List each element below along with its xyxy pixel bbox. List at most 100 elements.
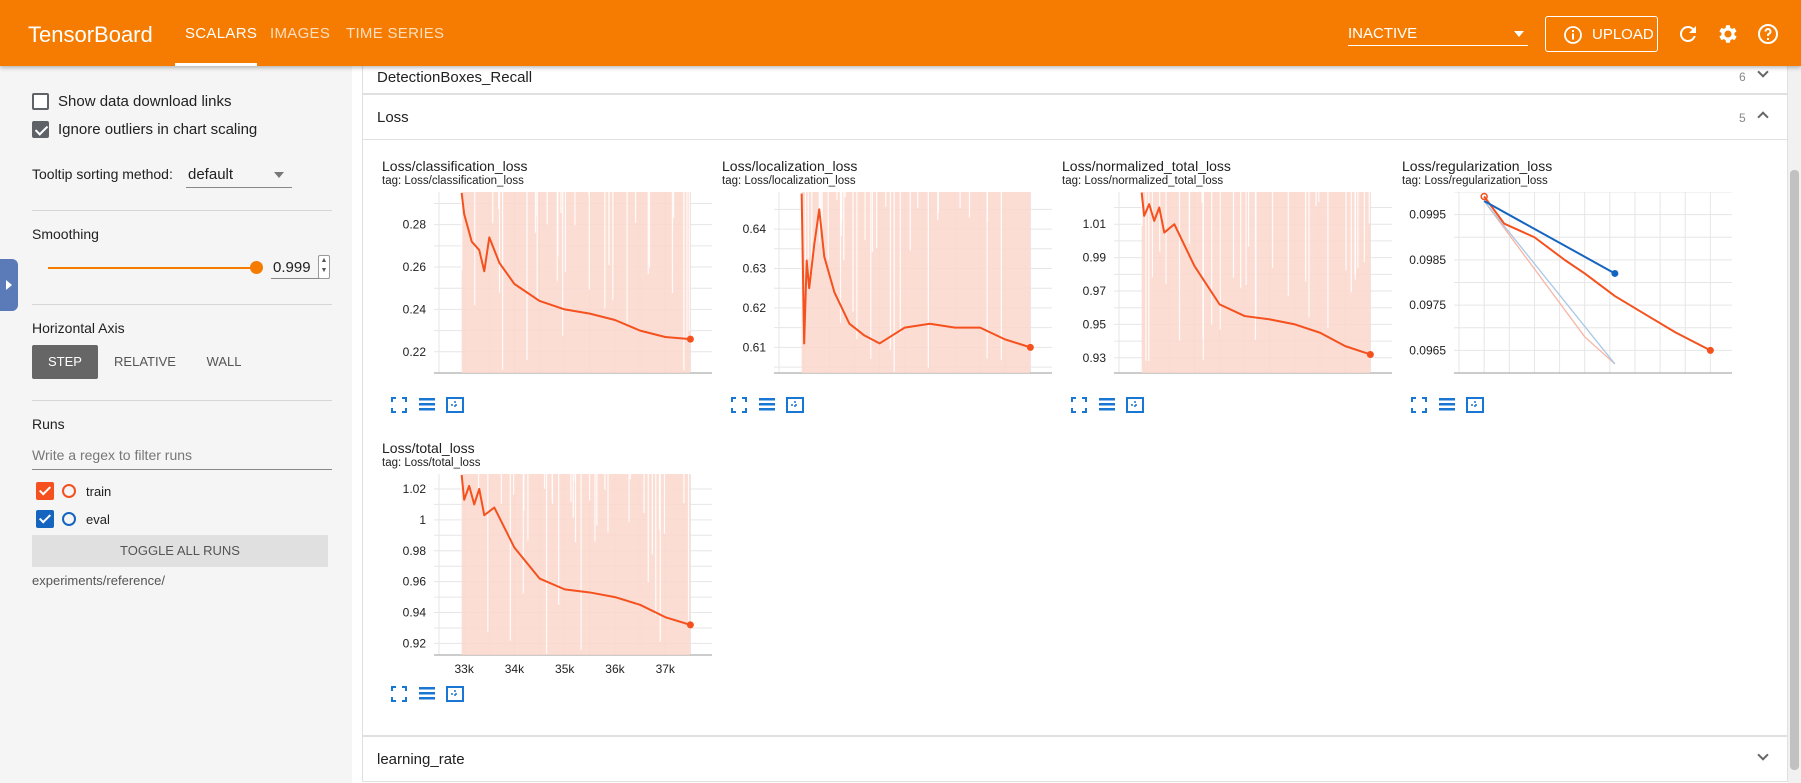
app-title: TensorBoard [28,22,153,48]
y-tick-label: 0.92 [403,636,427,650]
tooltip-sorting-label: Tooltip sorting method: [32,166,173,182]
run-eval-color-icon[interactable] [62,512,76,526]
runs-label: Runs [32,416,65,432]
train-last-point [1367,351,1374,358]
fit-domain-icon[interactable] [1126,396,1144,414]
scalars-dashboard: DetectionBoxes_Recall 6 Loss 5 learning_… [352,66,1788,783]
run-train-label: train [86,484,111,499]
chevron-up-icon[interactable] [1757,111,1768,122]
chart-title: Loss/regularization_loss [1402,158,1552,174]
toggle-log-scale-icon[interactable] [418,685,436,703]
train-last-point [687,621,694,628]
toggle-log-scale-icon[interactable] [418,396,436,414]
chart-plot[interactable]: 0.92 0.94 0.96 0.98 1 1.02 33k 34k 35k 36k 37k [382,474,712,679]
run-train-checkbox[interactable] [36,482,54,500]
sidebar: Show data download links Ignore outliers… [0,66,352,783]
run-eval-checkbox[interactable] [36,510,54,528]
pane-name: DetectionBoxes_Recall [377,69,532,86]
tooltip-sorting-select[interactable]: default [186,160,292,188]
scalar-chart-card: Loss/total_loss tag: Loss/total_loss 0.92 0… [382,440,712,720]
ignore-outliers-checkbox[interactable] [32,121,49,138]
divider [32,400,332,401]
x-tick-label: 35k [555,662,575,676]
runs-filter-input[interactable]: Write a regex to filter runs [32,440,332,470]
main-scrollbar[interactable] [1788,66,1801,783]
show-download-links-label: Show data download links [58,93,231,110]
inactive-select-value: INACTIVE [1348,25,1417,42]
horizontal-axis-label: Horizontal Axis [32,320,125,336]
chart-title: Loss/total_loss [382,440,475,456]
y-tick-label: 0.63 [743,262,767,276]
fullscreen-icon[interactable] [730,396,748,414]
sidebar-collapse-handle[interactable] [0,259,18,311]
train-last-point [1027,344,1034,351]
y-tick-label: 1 [419,513,426,527]
chart-plot[interactable]: 0.93 0.95 0.97 0.99 1.01 [1062,192,1392,382]
y-tick-label: 0.99 [1083,251,1107,265]
settings-icon[interactable] [1716,22,1740,46]
y-tick-label: 0.95 [1083,317,1107,331]
pane-header-learning-rate[interactable]: learning_rate [362,736,1788,782]
smoothing-spinner[interactable]: ▲ ▼ [318,255,330,279]
fit-domain-icon[interactable] [446,685,464,703]
run-train-color-icon[interactable] [62,484,76,498]
tooltip-sorting-value: default [188,166,233,183]
inactive-plugins-select[interactable]: INACTIVE [1348,18,1528,46]
upload-label: UPLOAD [1592,26,1654,43]
pane-count: 6 [1739,70,1746,84]
fullscreen-icon[interactable] [1410,396,1428,414]
scalar-chart-card: Loss/regularization_loss tag: Loss/regula… [1402,158,1732,438]
chevron-down-icon[interactable] [1757,66,1768,77]
fullscreen-icon[interactable] [1070,396,1088,414]
axis-step-button[interactable]: STEP [32,345,98,379]
chart-plot[interactable]: 0.61 0.62 0.63 0.64 [722,192,1052,382]
upload-button[interactable]: UPLOAD [1545,16,1658,52]
chevron-down-icon [274,172,284,178]
x-tick-label: 34k [505,662,525,676]
show-download-links-checkbox[interactable] [32,93,49,110]
pane-header-loss[interactable]: Loss 5 [362,94,1788,140]
axis-wall-button[interactable]: WALL [196,345,252,379]
fullscreen-icon[interactable] [390,396,408,414]
info-icon [1563,25,1583,45]
tab-images[interactable]: IMAGES [270,25,330,42]
top-app-bar: TensorBoard SCALARS IMAGES TIME SERIES I… [0,0,1801,66]
chart-toolbar [390,396,490,416]
chevron-down-icon[interactable] [1757,749,1768,760]
chart-toolbar [390,685,490,705]
scalar-chart-card: Loss/normalized_total_loss tag: Loss/norm… [1062,158,1392,438]
chart-plot[interactable]: 0.22 0.24 0.26 0.28 [382,192,712,382]
refresh-icon[interactable] [1676,22,1700,46]
y-tick-label: 0.26 [403,260,427,274]
y-tick-label: 0.97 [1083,284,1107,298]
y-tick-label: 0.0975 [1409,298,1446,312]
fullscreen-icon[interactable] [390,685,408,703]
smoothing-label: Smoothing [32,226,99,242]
smoothing-slider-thumb[interactable] [250,261,263,274]
chart-tag: tag: Loss/total_loss [382,457,480,469]
y-tick-label: 0.61 [743,340,767,354]
smoothing-slider-track[interactable] [48,267,256,269]
train-last-point [1707,347,1714,354]
chevron-down-icon [1514,31,1524,37]
axis-relative-button[interactable]: RELATIVE [106,345,184,379]
toggle-log-scale-icon[interactable] [1438,396,1456,414]
help-icon[interactable] [1756,22,1780,46]
fit-domain-icon[interactable] [1466,396,1484,414]
chart-tag: tag: Loss/normalized_total_loss [1062,175,1223,187]
toggle-log-scale-icon[interactable] [758,396,776,414]
tab-time-series[interactable]: TIME SERIES [346,25,444,42]
toggle-all-runs-button[interactable]: TOGGLE ALL RUNS [32,535,328,567]
scrollbar-thumb[interactable] [1790,170,1799,770]
y-tick-label: 0.64 [743,222,767,236]
eval-last-point [1611,270,1618,277]
chart-tag: tag: Loss/localization_loss [722,175,856,187]
y-tick-label: 0.0985 [1409,253,1446,267]
chart-plot[interactable]: 0.0965 0.0975 0.0985 0.0995 [1402,192,1732,382]
y-tick-label: 0.28 [403,218,427,232]
fit-domain-icon[interactable] [786,396,804,414]
tab-scalars[interactable]: SCALARS [185,25,257,42]
toggle-log-scale-icon[interactable] [1098,396,1116,414]
fit-domain-icon[interactable] [446,396,464,414]
